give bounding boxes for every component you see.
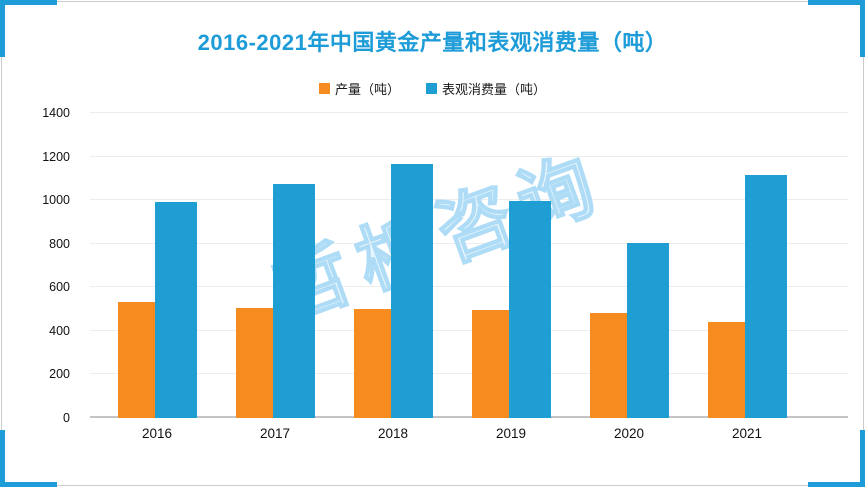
legend-label: 表观消费量（吨） bbox=[442, 82, 547, 97]
y-tick-label: 1200 bbox=[42, 149, 70, 164]
x-tick-label: 2017 bbox=[259, 426, 291, 441]
y-tick-label: 200 bbox=[49, 367, 70, 382]
y-tick-label: 800 bbox=[49, 236, 70, 251]
bar-series0-2017 bbox=[235, 307, 273, 418]
y-tick-label: 600 bbox=[49, 280, 70, 295]
chart-title: 2016-2021年中国黄金产量和表观消费量（吨） bbox=[197, 30, 668, 55]
bar-series1-2018 bbox=[390, 164, 433, 418]
gridline bbox=[90, 112, 848, 113]
bar-series1-2019 bbox=[508, 201, 551, 418]
legend-swatch-icon bbox=[318, 83, 330, 94]
legend-label: 产量（吨） bbox=[334, 82, 400, 97]
plot-area bbox=[88, 112, 848, 418]
bar-series0-2016 bbox=[117, 301, 155, 418]
bar-series0-2020 bbox=[589, 313, 627, 418]
corner-accent-bottom-left bbox=[0, 430, 5, 487]
corner-accent-bottom-right bbox=[860, 430, 865, 487]
bar-group-2020 bbox=[570, 113, 688, 418]
bar-series1-2017 bbox=[272, 183, 315, 418]
corner-accent-bottom-left bbox=[0, 482, 57, 487]
chart-legend: 产量（吨） 表观消费量（吨） bbox=[0, 79, 865, 98]
bar-series1-2020 bbox=[626, 242, 669, 418]
x-tick-label: 2020 bbox=[613, 426, 645, 441]
bar-series0-2018 bbox=[353, 308, 391, 418]
gridline bbox=[90, 242, 848, 244]
y-tick-label: 0 bbox=[63, 411, 70, 425]
x-axis-line bbox=[90, 416, 848, 418]
y-axis-labels: 0 200 400 600 800 1000 1200 1400 bbox=[28, 106, 78, 425]
legend-item-series0: 产量（吨） bbox=[318, 79, 400, 98]
legend-item-series1: 表观消费量（吨） bbox=[426, 79, 546, 98]
bar-series0-2021 bbox=[707, 321, 745, 418]
gridline bbox=[90, 373, 848, 375]
bar-series1-2021 bbox=[744, 175, 787, 418]
gridline bbox=[90, 286, 848, 288]
corner-accent-top-left bbox=[0, 0, 5, 57]
bar-group-2018 bbox=[334, 113, 452, 418]
y-tick-label: 1400 bbox=[42, 106, 70, 120]
x-tick-label: 2018 bbox=[377, 426, 409, 441]
y-tick-label: 1000 bbox=[42, 193, 70, 208]
corner-accent-bottom-right bbox=[808, 482, 865, 487]
x-tick-label: 2016 bbox=[141, 426, 173, 441]
bar-series1-2016 bbox=[154, 202, 197, 418]
y-tick-label: 400 bbox=[49, 323, 70, 338]
x-tick-label: 2021 bbox=[731, 426, 763, 441]
bar-series0-2019 bbox=[471, 309, 509, 418]
bar-group-2019 bbox=[452, 113, 570, 418]
corner-accent-top-right bbox=[860, 0, 865, 57]
x-axis-labels: 2016 2017 2018 2019 2020 2021 bbox=[98, 426, 806, 441]
bar-group-2017 bbox=[216, 113, 334, 418]
gridline bbox=[90, 155, 848, 157]
bar-groups bbox=[98, 113, 806, 418]
gridline bbox=[90, 199, 848, 201]
corner-accent-top-left bbox=[0, 0, 57, 5]
gridline bbox=[90, 329, 848, 331]
bar-group-2021 bbox=[688, 113, 806, 418]
x-tick-label: 2019 bbox=[495, 426, 527, 441]
corner-accent-top-right bbox=[808, 0, 865, 5]
bar-group-2016 bbox=[98, 113, 216, 418]
legend-swatch-icon bbox=[426, 83, 437, 94]
